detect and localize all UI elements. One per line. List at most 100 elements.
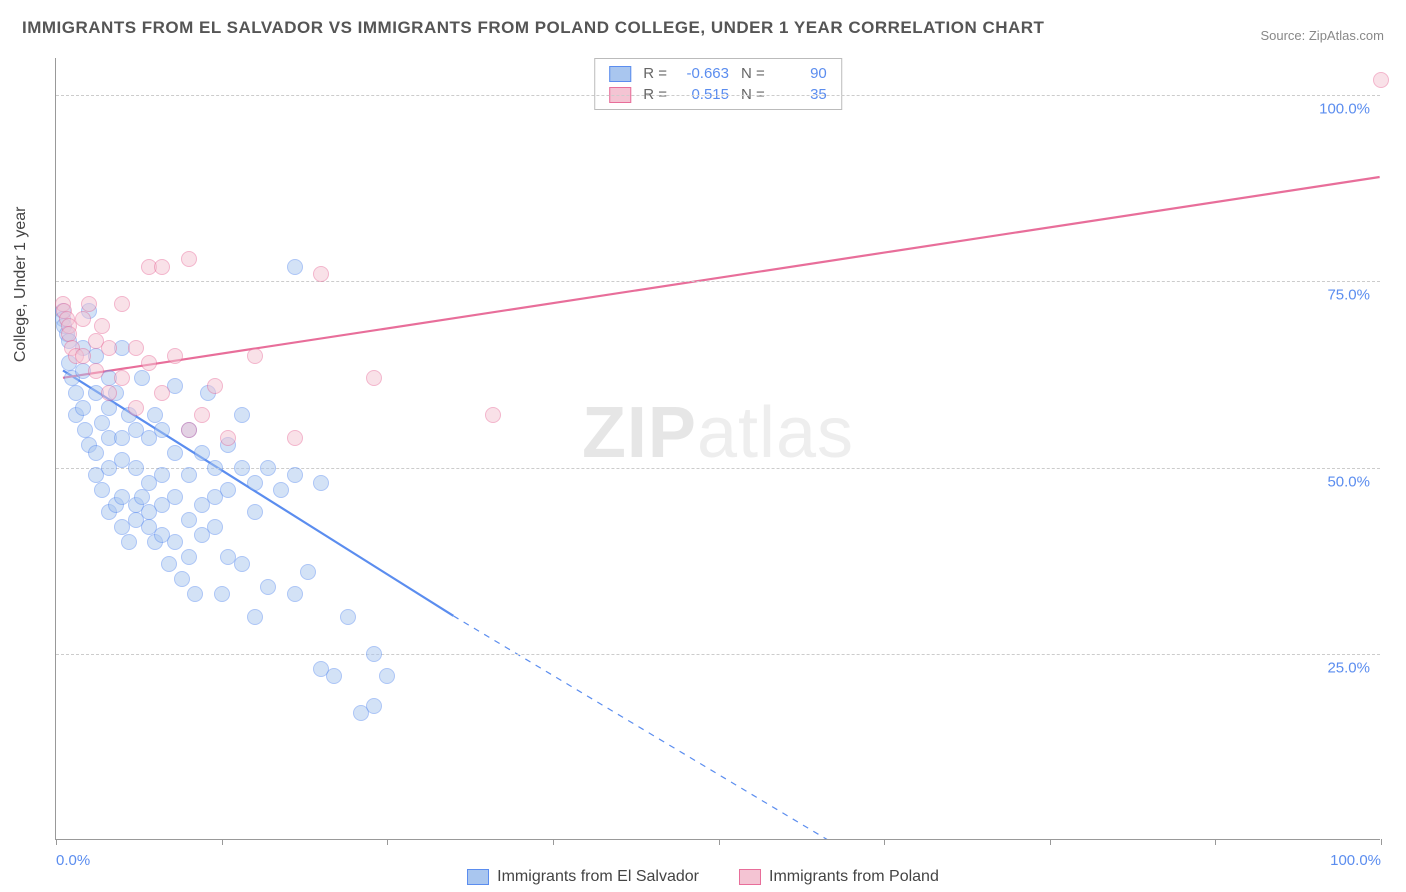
legend-label: Immigrants from Poland	[769, 868, 939, 886]
scatter-point	[287, 467, 303, 483]
scatter-point	[141, 355, 157, 371]
scatter-point	[114, 296, 130, 312]
scatter-point	[247, 504, 263, 520]
scatter-point	[167, 348, 183, 364]
x-tick	[553, 839, 554, 845]
scatter-point	[174, 571, 190, 587]
trend-line-solid	[63, 177, 1380, 378]
scatter-point	[187, 586, 203, 602]
legend-swatch	[739, 869, 761, 885]
scatter-point	[68, 385, 84, 401]
scatter-point	[181, 512, 197, 528]
scatter-point	[134, 370, 150, 386]
scatter-point	[220, 482, 236, 498]
scatter-point	[181, 467, 197, 483]
scatter-point	[1373, 72, 1389, 88]
source-link[interactable]: ZipAtlas.com	[1309, 28, 1384, 43]
scatter-point	[154, 385, 170, 401]
scatter-point	[260, 460, 276, 476]
scatter-point	[260, 579, 276, 595]
correlation-legend: R =-0.663N =90R =0.515N =35	[594, 58, 842, 110]
x-tick	[222, 839, 223, 845]
x-tick	[56, 839, 57, 845]
scatter-point	[207, 460, 223, 476]
scatter-point	[313, 266, 329, 282]
scatter-point	[247, 348, 263, 364]
scatter-point	[287, 259, 303, 275]
scatter-point	[300, 564, 316, 580]
scatter-point	[101, 340, 117, 356]
scatter-point	[88, 445, 104, 461]
scatter-point	[194, 407, 210, 423]
gridline-h	[56, 95, 1380, 96]
r-label: R =	[643, 65, 667, 82]
scatter-point	[75, 311, 91, 327]
scatter-point	[340, 609, 356, 625]
scatter-point	[101, 385, 117, 401]
scatter-point	[234, 556, 250, 572]
scatter-point	[181, 549, 197, 565]
x-tick	[884, 839, 885, 845]
scatter-point	[287, 430, 303, 446]
n-label: N =	[741, 65, 765, 82]
watermark: ZIPatlas	[582, 392, 854, 474]
scatter-point	[147, 407, 163, 423]
scatter-point	[247, 609, 263, 625]
scatter-point	[128, 340, 144, 356]
scatter-point	[234, 460, 250, 476]
scatter-point	[207, 378, 223, 394]
scatter-point	[121, 534, 137, 550]
scatter-point	[207, 519, 223, 535]
trend-lines-svg	[56, 58, 1380, 839]
y-tick-label: 100.0%	[1319, 101, 1370, 118]
scatter-point	[128, 400, 144, 416]
scatter-point	[366, 646, 382, 662]
scatter-point	[167, 445, 183, 461]
scatter-point	[247, 475, 263, 491]
scatter-point	[181, 422, 197, 438]
gridline-h	[56, 468, 1380, 469]
scatter-point	[75, 348, 91, 364]
x-tick	[1381, 839, 1382, 845]
y-tick-label: 50.0%	[1327, 473, 1370, 490]
scatter-point	[101, 400, 117, 416]
watermark-thin: atlas	[697, 393, 854, 473]
scatter-point	[273, 482, 289, 498]
scatter-point	[134, 489, 150, 505]
source-attribution: Source: ZipAtlas.com	[1260, 28, 1384, 43]
scatter-point	[167, 489, 183, 505]
x-tick	[1050, 839, 1051, 845]
series-legend: Immigrants from El Salvador Immigrants fr…	[0, 868, 1406, 886]
correlation-legend-row: R = -0.663 N = 90	[609, 63, 827, 84]
scatter-point	[94, 415, 110, 431]
scatter-point	[220, 430, 236, 446]
scatter-point	[81, 296, 97, 312]
scatter-point	[167, 534, 183, 550]
legend-swatch	[609, 66, 631, 82]
gridline-h	[56, 654, 1380, 655]
scatter-point	[154, 467, 170, 483]
n-value: 90	[771, 65, 827, 82]
series-legend-item: Immigrants from Poland	[739, 868, 939, 886]
scatter-point	[94, 482, 110, 498]
scatter-point	[114, 370, 130, 386]
scatter-point	[234, 407, 250, 423]
scatter-point	[77, 422, 93, 438]
scatter-point	[326, 668, 342, 684]
scatter-point	[161, 556, 177, 572]
scatter-point	[366, 698, 382, 714]
x-tick	[1215, 839, 1216, 845]
scatter-point	[94, 318, 110, 334]
scatter-point	[366, 370, 382, 386]
y-tick-label: 25.0%	[1327, 659, 1370, 676]
series-legend-item: Immigrants from El Salvador	[467, 868, 699, 886]
scatter-point	[379, 668, 395, 684]
source-prefix: Source:	[1260, 28, 1308, 43]
scatter-point	[485, 407, 501, 423]
legend-swatch	[467, 869, 489, 885]
scatter-point	[214, 586, 230, 602]
r-value: -0.663	[673, 65, 729, 82]
scatter-point	[194, 445, 210, 461]
x-tick-label: 0.0%	[56, 852, 90, 869]
scatter-point	[88, 363, 104, 379]
